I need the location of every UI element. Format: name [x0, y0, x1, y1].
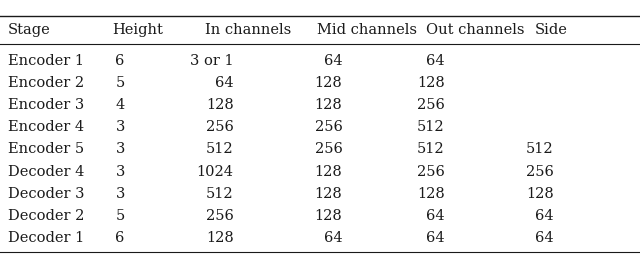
Text: Decoder 4: Decoder 4 [8, 165, 84, 179]
Text: Encoder 3: Encoder 3 [8, 98, 84, 112]
Text: 256: 256 [205, 120, 234, 134]
Text: 128: 128 [206, 98, 234, 112]
Text: 256: 256 [314, 142, 342, 157]
Text: 5: 5 [116, 76, 125, 90]
Text: 128: 128 [315, 76, 342, 90]
Text: Decoder 2: Decoder 2 [8, 209, 84, 223]
Text: 64: 64 [535, 209, 554, 223]
Text: 256: 256 [205, 209, 234, 223]
Text: 3 or 1: 3 or 1 [190, 54, 234, 68]
Text: 256: 256 [417, 98, 445, 112]
Text: 512: 512 [206, 142, 234, 157]
Text: 128: 128 [315, 209, 342, 223]
Text: 64: 64 [215, 76, 234, 90]
Text: 64: 64 [426, 54, 445, 68]
Text: Encoder 2: Encoder 2 [8, 76, 84, 90]
Text: 3: 3 [115, 165, 125, 179]
Text: 3: 3 [115, 187, 125, 201]
Text: Decoder 1: Decoder 1 [8, 231, 84, 245]
Text: 128: 128 [526, 187, 554, 201]
Text: 4: 4 [116, 98, 125, 112]
Text: 512: 512 [526, 142, 554, 157]
Text: Encoder 5: Encoder 5 [8, 142, 84, 157]
Text: 128: 128 [315, 165, 342, 179]
Text: 6: 6 [115, 54, 125, 68]
Text: 512: 512 [417, 120, 445, 134]
Text: 128: 128 [417, 76, 445, 90]
Text: Decoder 3: Decoder 3 [8, 187, 84, 201]
Text: 128: 128 [315, 98, 342, 112]
Text: 64: 64 [324, 231, 342, 245]
Text: 64: 64 [324, 54, 342, 68]
Text: 128: 128 [417, 187, 445, 201]
Text: In channels: In channels [205, 23, 291, 37]
Text: Height: Height [112, 23, 163, 37]
Text: 5: 5 [116, 209, 125, 223]
Text: 3: 3 [115, 142, 125, 157]
Text: 128: 128 [315, 187, 342, 201]
Text: 64: 64 [426, 231, 445, 245]
Text: 256: 256 [417, 165, 445, 179]
Text: Encoder 4: Encoder 4 [8, 120, 84, 134]
Text: Stage: Stage [8, 23, 51, 37]
Text: 512: 512 [417, 142, 445, 157]
Text: Mid channels: Mid channels [317, 23, 417, 37]
Text: 64: 64 [535, 231, 554, 245]
Text: Encoder 1: Encoder 1 [8, 54, 84, 68]
Text: 512: 512 [206, 187, 234, 201]
Text: 6: 6 [115, 231, 125, 245]
Text: 128: 128 [206, 231, 234, 245]
Text: 64: 64 [426, 209, 445, 223]
Text: 3: 3 [115, 120, 125, 134]
Text: 256: 256 [314, 120, 342, 134]
Text: 256: 256 [525, 165, 554, 179]
Text: Out channels: Out channels [426, 23, 524, 37]
Text: 1024: 1024 [196, 165, 234, 179]
Text: Side: Side [534, 23, 567, 37]
